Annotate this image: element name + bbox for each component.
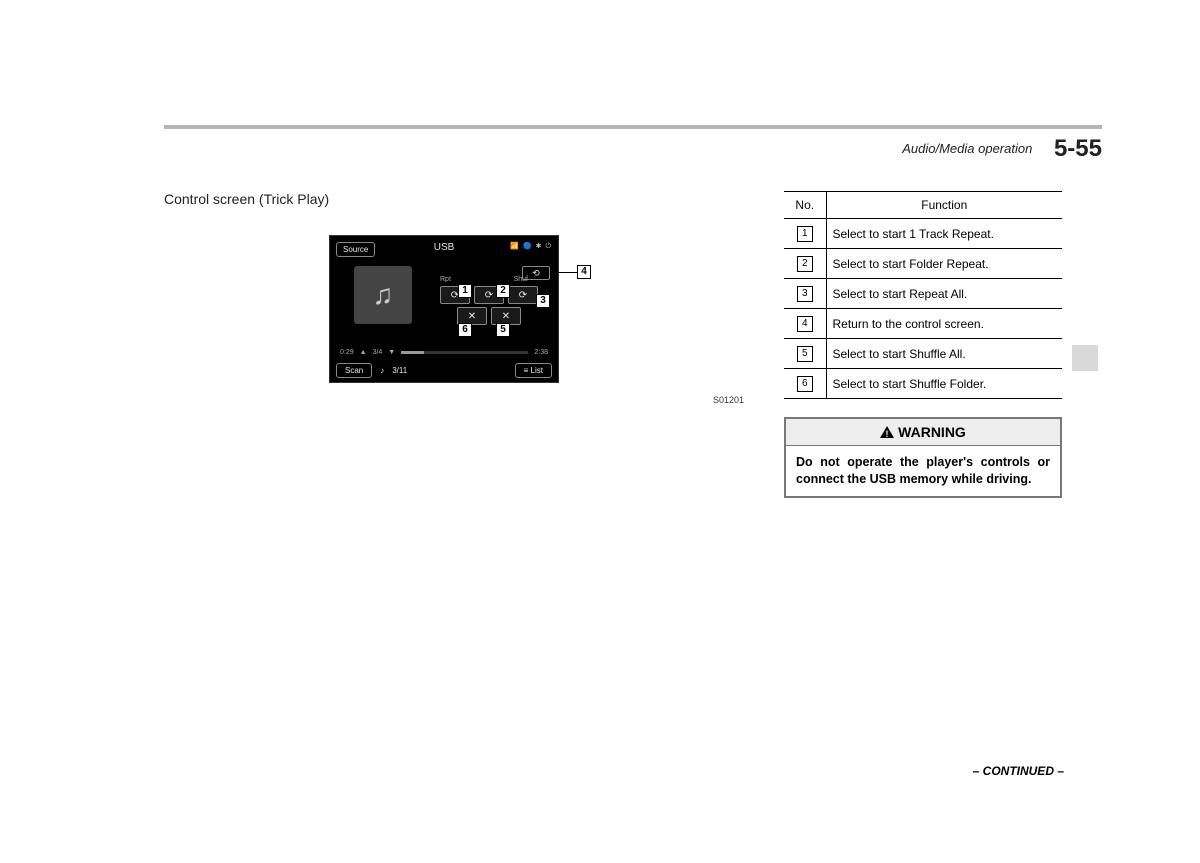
- status-icons: 📶 🔵 ✱ ⏻: [510, 242, 552, 251]
- row-fn: Select to start Repeat All.: [826, 279, 1062, 309]
- col-no: No.: [784, 192, 826, 219]
- progress-bar: [401, 351, 528, 354]
- table-row: 5 Select to start Shuffle All.: [784, 339, 1062, 369]
- row-num: 5: [797, 346, 813, 362]
- callout-4: 4: [577, 265, 591, 279]
- page-header: Audio/Media operation 5-55: [164, 135, 1102, 163]
- progress-row: 0:29 ▲ 3/4 ▼ 2:38: [340, 349, 548, 356]
- callout-3: 3: [536, 294, 550, 308]
- note-icon: ♪: [380, 366, 384, 375]
- time-total: 2:38: [534, 349, 548, 356]
- row-num: 3: [797, 286, 813, 302]
- table-row: 2 Select to start Folder Repeat.: [784, 249, 1062, 279]
- callout-4-line: [551, 272, 577, 273]
- row-num: 2: [797, 256, 813, 272]
- row-fn: Select to start Shuffle Folder.: [826, 369, 1062, 399]
- col-function: Function: [826, 192, 1062, 219]
- control-screen-caption: Control screen (Trick Play): [164, 191, 744, 207]
- table-row: 3 Select to start Repeat All.: [784, 279, 1062, 309]
- next-folder-icon: ▼: [388, 349, 395, 356]
- row-fn: Select to start Folder Repeat.: [826, 249, 1062, 279]
- callout-1: 1: [458, 284, 472, 298]
- list-label: List: [531, 366, 543, 375]
- warning-title: WARNING: [898, 424, 966, 440]
- row-fn: Select to start Shuffle All.: [826, 339, 1062, 369]
- row-num: 1: [797, 226, 813, 242]
- repeat-all-icon: ⟳: [508, 286, 538, 304]
- album-art-icon: ♫: [354, 266, 412, 324]
- section-title: Audio/Media operation: [902, 141, 1032, 156]
- callout-6: 6: [458, 323, 472, 337]
- warning-box: ! WARNING Do not operate the player's con…: [784, 417, 1062, 498]
- table-row: 1 Select to start 1 Track Repeat.: [784, 219, 1062, 249]
- screenshot-figure: Source USB 📶 🔵 ✱ ⏻ ♫ ⟲ Rpt Shuf ⟳ ⟳ ⟳: [329, 235, 589, 383]
- callout-2: 2: [496, 284, 510, 298]
- figure-code: S01201: [164, 395, 744, 405]
- progress-fill: [401, 351, 424, 354]
- table-row: 4 Return to the control screen.: [784, 309, 1062, 339]
- row-num: 6: [797, 376, 813, 392]
- continued-label: – CONTINUED –: [973, 764, 1064, 778]
- function-table: No. Function 1 Select to start 1 Track Re…: [784, 191, 1062, 399]
- trickplay-grid: Rpt Shuf ⟳ ⟳ ⟳ ✕ ✕: [440, 286, 540, 328]
- left-column: Control screen (Trick Play) Source USB 📶…: [164, 191, 744, 498]
- row-num: 4: [797, 316, 813, 332]
- list-button: ≡ List: [515, 363, 552, 378]
- scan-button: Scan: [336, 363, 372, 378]
- shuffle-row-label: Shuf: [514, 276, 528, 283]
- time-elapsed: 0:29: [340, 349, 354, 356]
- infotainment-screenshot: Source USB 📶 🔵 ✱ ⏻ ♫ ⟲ Rpt Shuf ⟳ ⟳ ⟳: [329, 235, 559, 383]
- warning-header: ! WARNING: [786, 419, 1060, 446]
- svg-text:!: !: [886, 429, 889, 438]
- prev-folder-icon: ▲: [360, 349, 367, 356]
- right-column: No. Function 1 Select to start 1 Track Re…: [784, 191, 1064, 498]
- thumb-tab: [1072, 345, 1098, 371]
- page-number: 5-55: [1054, 135, 1102, 162]
- repeat-row-label: Rpt: [440, 276, 451, 283]
- row-fn: Select to start 1 Track Repeat.: [826, 219, 1062, 249]
- folder-position: 3/4: [373, 349, 383, 356]
- header-rule: [164, 125, 1102, 129]
- track-position: 3/11: [392, 366, 407, 375]
- media-title: USB: [434, 242, 455, 253]
- manual-page: Audio/Media operation 5-55 Control scree…: [164, 125, 1102, 498]
- warning-icon: !: [880, 426, 894, 438]
- table-row: 6 Select to start Shuffle Folder.: [784, 369, 1062, 399]
- row-fn: Return to the control screen.: [826, 309, 1062, 339]
- source-button: Source: [336, 242, 375, 257]
- list-icon: ≡: [524, 366, 531, 375]
- callout-5: 5: [496, 323, 510, 337]
- bottom-toolbar: Scan ♪ 3/11 ≡ List: [336, 363, 552, 378]
- warning-body: Do not operate the player's controls or …: [786, 446, 1060, 496]
